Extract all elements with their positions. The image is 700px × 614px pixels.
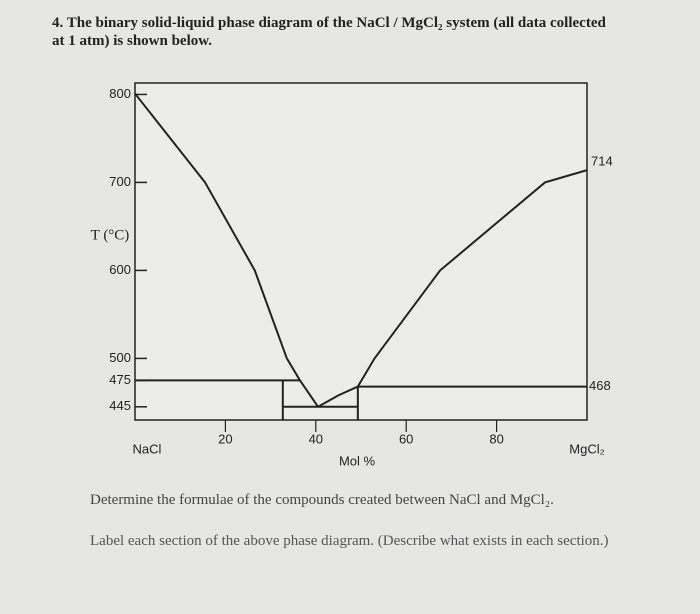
x-tick-label: 40 <box>309 431 323 446</box>
phase-line <box>317 169 588 408</box>
x-tick-label: 80 <box>489 431 503 446</box>
y-axis-label: T (°C) <box>91 227 130 243</box>
y-tick-label: 700 <box>109 174 131 189</box>
x-tick-label: 20 <box>218 431 232 446</box>
y-tick-label: 475 <box>109 372 131 387</box>
phase-line <box>134 92 319 408</box>
x-tick-label: NaCl <box>133 441 162 456</box>
annotation: 714 <box>591 154 613 169</box>
question-text: Determine the formulae of the compounds … <box>90 492 554 508</box>
annotation: 468 <box>589 378 611 393</box>
question-text: Label each section of the above phase di… <box>90 533 609 549</box>
x-axis-label: Mol % <box>339 453 376 468</box>
x-tick-label: MgCl₂ <box>569 441 604 456</box>
x-tick-label: 60 <box>399 431 413 446</box>
y-tick-label: 445 <box>109 398 131 413</box>
plot-frame <box>134 82 588 421</box>
y-tick-label: 500 <box>109 350 131 365</box>
question-title: 4. The binary solid-liquid phase diagram… <box>52 15 606 49</box>
y-tick-label: 600 <box>109 262 131 277</box>
y-tick-label: 800 <box>109 86 131 101</box>
